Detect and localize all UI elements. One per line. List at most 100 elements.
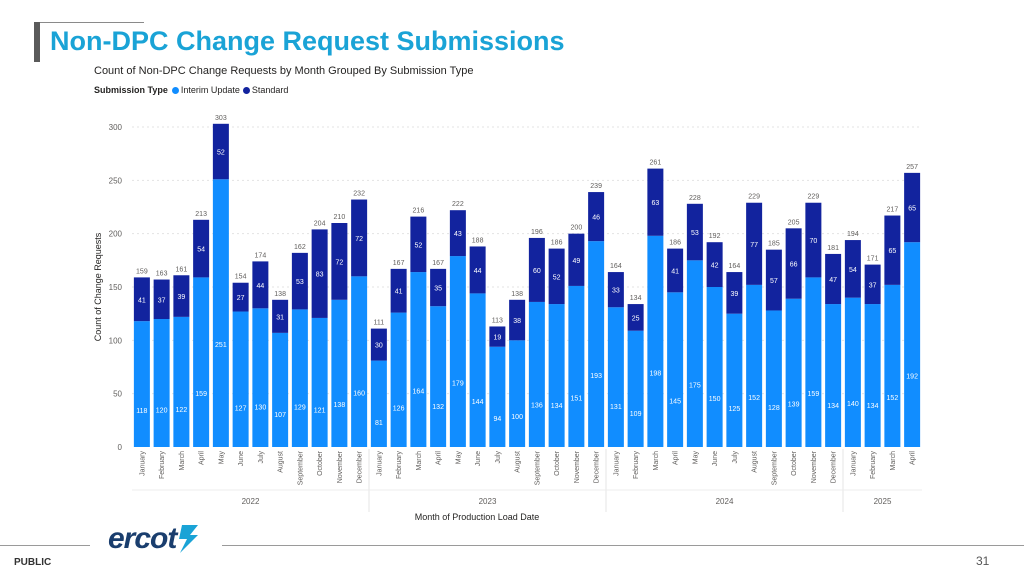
legend-label-standard: Standard — [251, 85, 289, 95]
x-tick-label: April — [436, 451, 443, 465]
bar-interim-update — [627, 330, 644, 447]
data-label-interim: 159 — [808, 391, 820, 398]
data-label-interim: 152 — [887, 395, 899, 402]
bar-interim-update — [844, 297, 861, 447]
x-tick-label: July — [732, 451, 739, 464]
data-label-standard: 41 — [395, 289, 403, 296]
x-tick-label: March — [890, 451, 897, 471]
x-tick-label: March — [653, 451, 660, 471]
data-label-total: 167 — [432, 260, 444, 267]
x-tick-label: July — [258, 451, 265, 464]
data-label-standard: 37 — [158, 297, 166, 304]
x-tick-label: June — [712, 451, 719, 466]
data-label-standard: 72 — [335, 259, 343, 266]
data-label-interim: 134 — [867, 403, 879, 410]
bar-interim-update — [805, 277, 822, 447]
data-label-total: 111 — [374, 320, 385, 327]
data-label-total: 161 — [176, 266, 188, 273]
data-label-interim: 126 — [393, 406, 405, 413]
lightning-bolt-icon — [179, 525, 199, 553]
x-tick-label: February — [633, 451, 640, 480]
data-label-interim: 107 — [274, 412, 286, 419]
data-label-interim: 164 — [413, 389, 425, 396]
bar-standard — [884, 215, 901, 285]
data-label-standard: 44 — [256, 283, 264, 290]
bar-standard — [173, 275, 190, 317]
data-label-standard: 53 — [296, 279, 304, 286]
x-tick-label: June — [475, 451, 482, 466]
data-label-standard: 83 — [316, 272, 324, 279]
bar-standard — [864, 264, 881, 305]
title-accent-line — [40, 22, 144, 23]
bar-standard — [667, 248, 684, 293]
y-tick-label: 0 — [118, 443, 123, 452]
data-label-standard: 72 — [355, 236, 363, 243]
x-tick-label: August — [515, 451, 522, 473]
data-label-standard: 66 — [790, 262, 798, 269]
y-axis-title: Count of Change Requests — [93, 232, 103, 341]
x-tick-label: October — [554, 450, 561, 476]
data-label-total: 229 — [748, 194, 760, 201]
bar-interim-update — [785, 298, 802, 447]
legend-entry-standard[interactable]: Standard — [242, 85, 289, 95]
bar-standard — [489, 326, 506, 347]
data-label-total: 232 — [353, 191, 365, 198]
bar-interim-update — [568, 285, 585, 447]
data-label-interim: 160 — [353, 391, 365, 398]
bar-interim-update — [351, 276, 368, 447]
legend-entry-interim[interactable]: Interim Update — [171, 85, 240, 95]
data-label-total: 261 — [650, 160, 662, 167]
chart-legend: Submission Type Interim Update Standard — [94, 85, 291, 95]
x-tick-label: August — [752, 451, 759, 473]
bar-standard — [844, 240, 861, 298]
x-tick-label: January — [139, 451, 146, 476]
year-label: 2023 — [479, 497, 497, 506]
legend-dot-standard — [242, 86, 250, 94]
bar-standard — [785, 228, 802, 299]
bar-interim-update — [686, 260, 703, 447]
data-label-interim: 81 — [375, 420, 383, 427]
data-label-standard: 39 — [730, 291, 738, 298]
data-label-standard: 35 — [434, 286, 442, 293]
data-label-standard: 25 — [632, 315, 640, 322]
x-tick-label: April — [673, 451, 680, 465]
data-label-standard: 54 — [849, 267, 857, 274]
title-accent-bar — [34, 22, 40, 62]
data-label-standard: 65 — [908, 206, 916, 213]
data-label-total: 138 — [274, 291, 286, 298]
data-label-interim: 128 — [768, 405, 780, 412]
bar-standard — [311, 229, 328, 318]
bar-standard — [588, 192, 605, 242]
data-label-standard: 46 — [592, 215, 600, 222]
bar-standard — [509, 299, 526, 341]
x-tick-label: September — [771, 450, 778, 485]
data-label-total: 138 — [511, 291, 523, 298]
data-label-total: 167 — [393, 260, 405, 267]
data-label-interim: 145 — [669, 399, 681, 406]
data-label-interim: 150 — [709, 396, 721, 403]
data-label-total: 228 — [689, 195, 701, 202]
data-label-interim: 138 — [334, 402, 346, 409]
x-tick-label: October — [791, 450, 798, 476]
data-label-total: 186 — [669, 240, 681, 247]
data-label-standard: 65 — [888, 248, 896, 255]
bar-standard — [331, 223, 348, 300]
logo-text: ercot — [108, 522, 177, 555]
data-label-total: 164 — [729, 263, 741, 270]
bar-standard — [252, 261, 269, 309]
bar-standard — [469, 246, 486, 294]
x-tick-label: July — [495, 451, 502, 464]
data-label-total: 113 — [492, 317, 503, 324]
bar-interim-update — [252, 308, 269, 447]
bar-interim-update — [528, 301, 545, 447]
data-label-standard: 52 — [553, 274, 561, 281]
bar-interim-update — [193, 277, 210, 447]
data-label-interim: 139 — [788, 402, 800, 409]
page-number: 31 — [976, 554, 990, 568]
data-label-standard: 54 — [197, 247, 205, 254]
data-label-standard: 49 — [572, 258, 580, 265]
bar-standard — [706, 242, 723, 287]
bar-interim-update — [469, 293, 486, 447]
bar-interim-update — [390, 312, 407, 447]
bar-interim-update — [548, 304, 565, 447]
